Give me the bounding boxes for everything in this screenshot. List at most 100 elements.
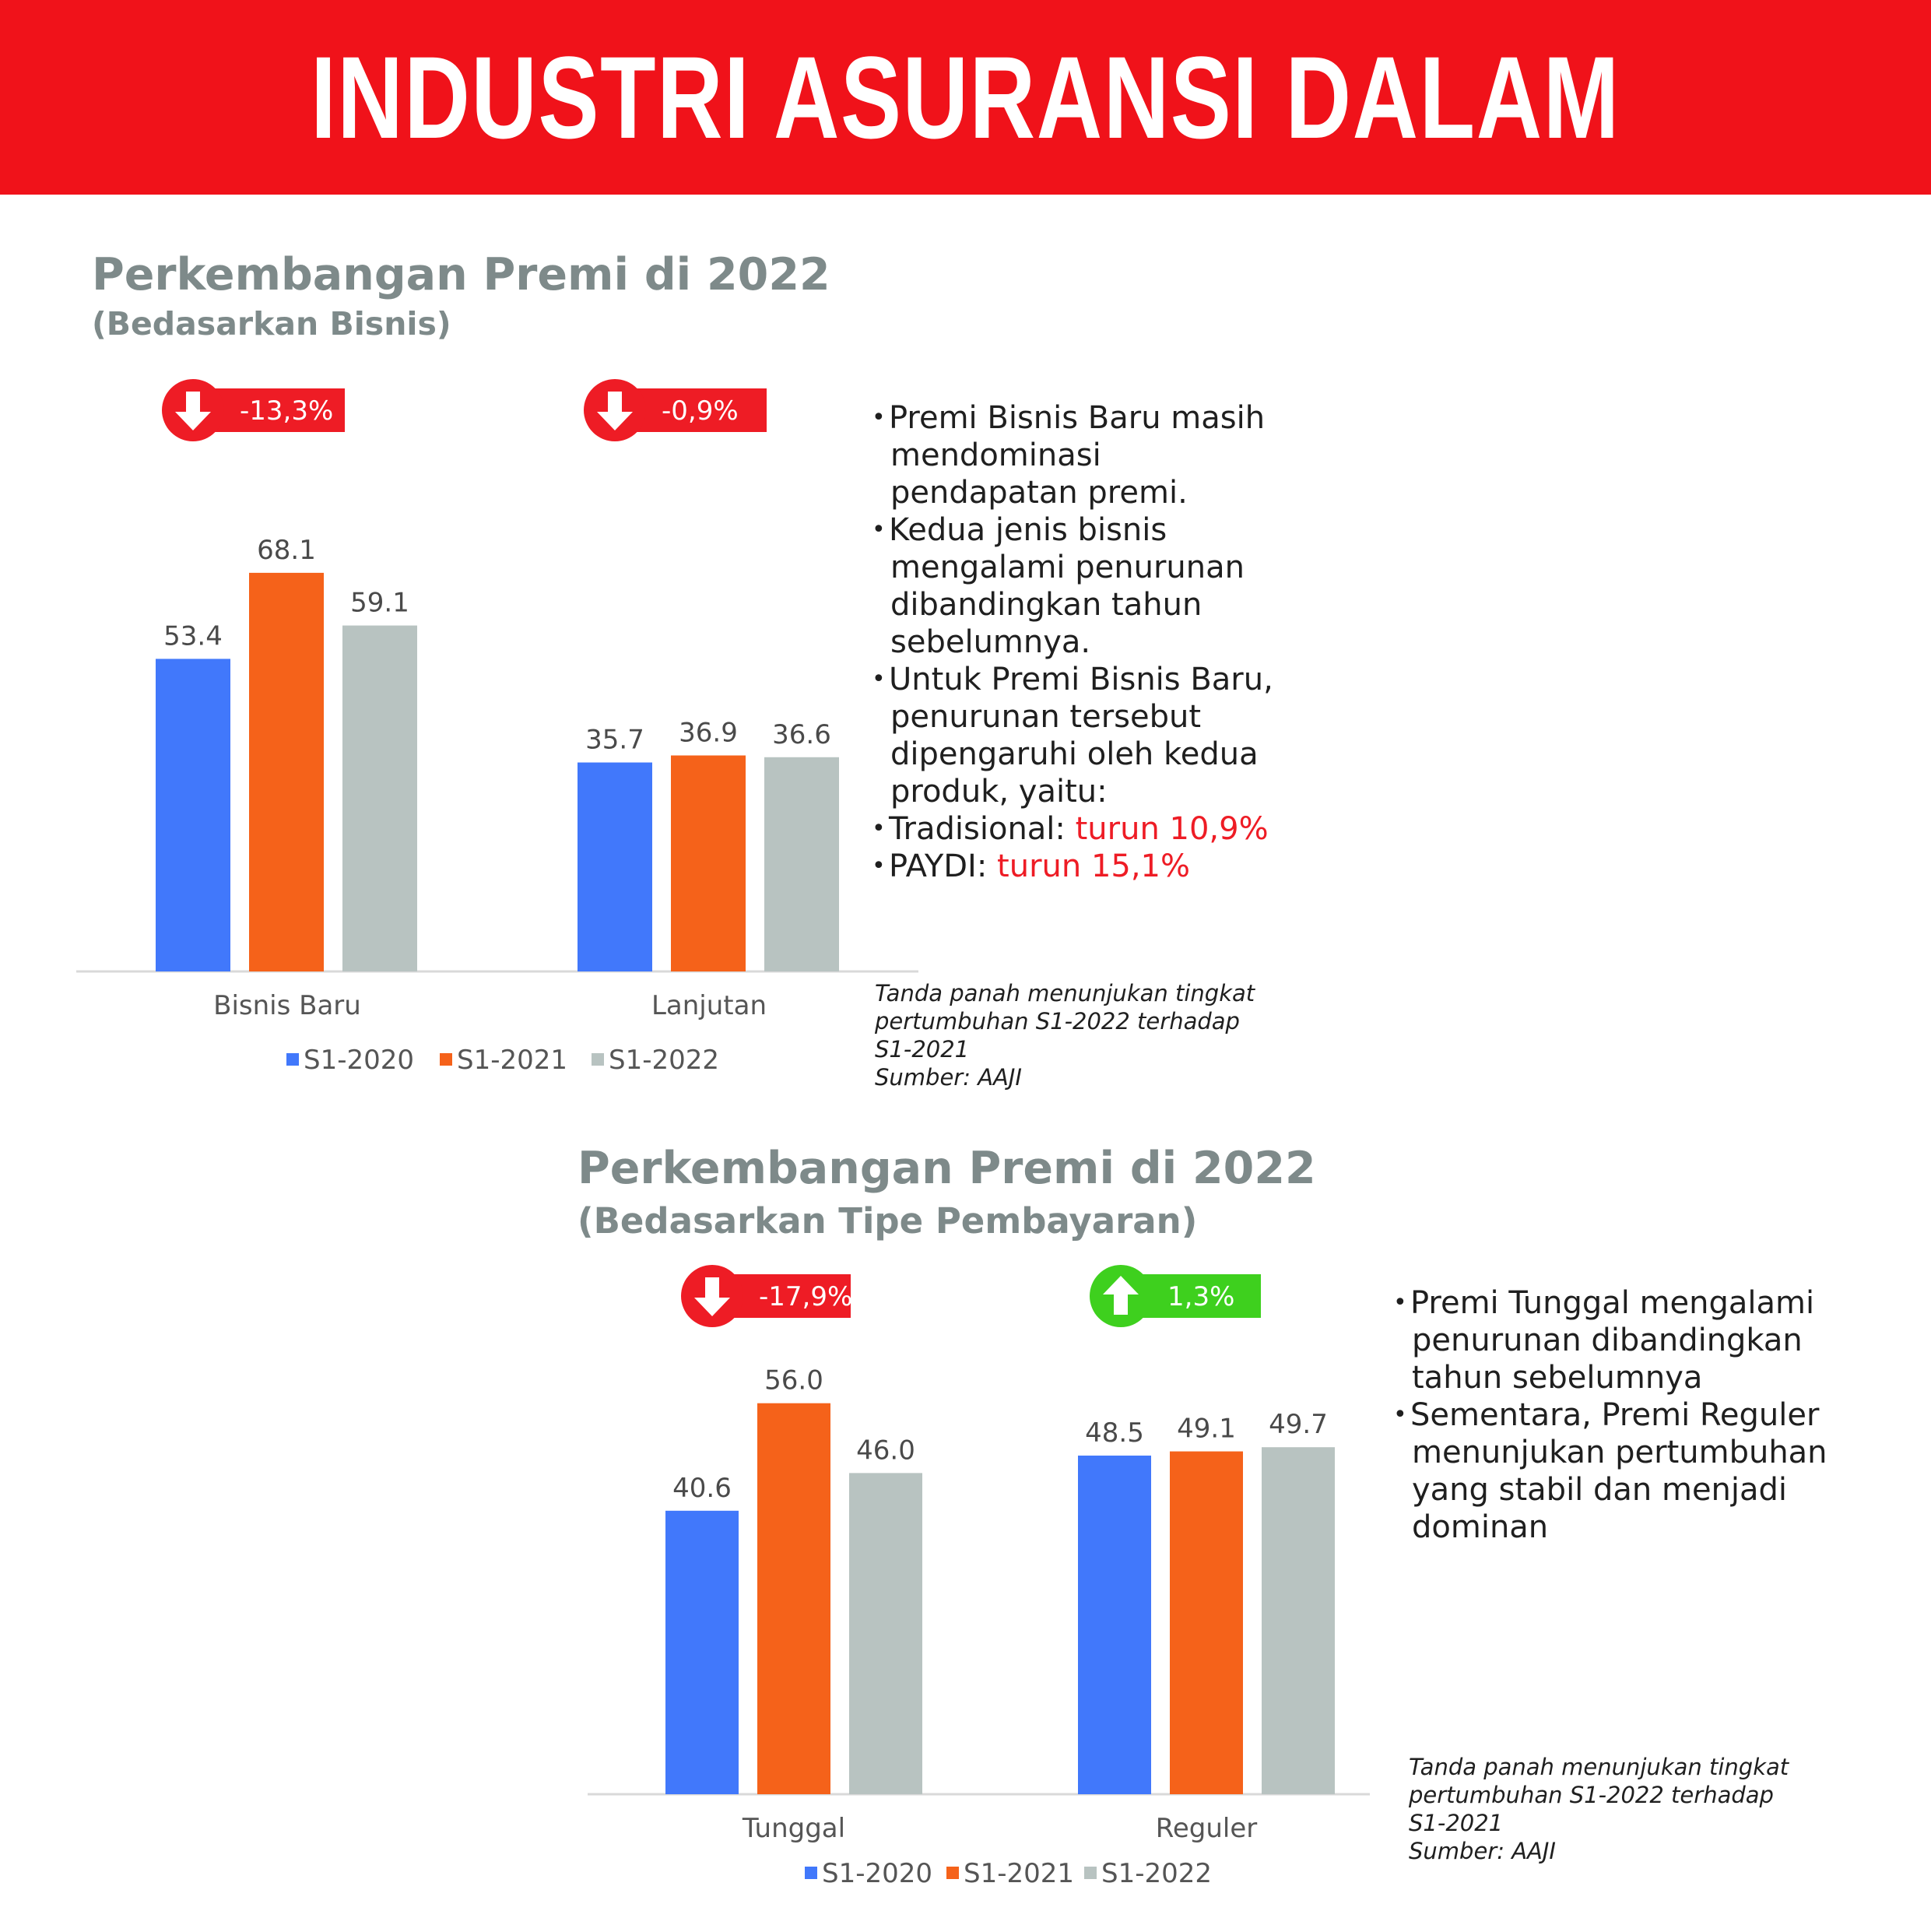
data-label: 48.5	[1085, 1417, 1144, 1449]
bullet-text: Kedua jenis bisnis	[889, 512, 1167, 548]
data-label: 56.0	[764, 1365, 823, 1396]
bullet-continuation: penurunan tersebut	[890, 699, 1202, 735]
data-label: 49.7	[1269, 1409, 1328, 1440]
bullet-continuation: dominan	[1412, 1509, 1549, 1545]
growth-badge: -13,3%	[162, 379, 345, 441]
bar-s1-2020-reguler	[1078, 1455, 1151, 1794]
data-label: 36.9	[679, 718, 738, 749]
bullet-continuation: sebelumnya.	[890, 624, 1091, 660]
bar-s1-2022-reguler	[1262, 1447, 1335, 1794]
bar-s1-2021-reguler	[1170, 1451, 1243, 1794]
bullet-text: Sementara, Premi Reguler	[1410, 1397, 1820, 1433]
arrow-up-icon	[1103, 1276, 1139, 1315]
bar-s1-2021-bisnis-baru	[249, 572, 324, 971]
note-line: Tanda panah menunjukan tingkat	[1409, 1754, 1789, 1780]
legend-swatch	[1084, 1867, 1097, 1879]
legend-swatch	[440, 1053, 452, 1066]
chart-bisnis: 53.4 68.1 59.1 Bisnis Baru -13,3% 35.7 36.9 36.…	[76, 379, 918, 1076]
header-banner	[0, 0, 1931, 195]
data-label: 59.1	[350, 588, 409, 619]
section1-bullets: Premi Bisnis Baru masihmendominasipendap…	[872, 399, 1308, 885]
bullet-continuation: produk, yaitu:	[890, 774, 1108, 810]
legend-swatch	[946, 1867, 959, 1879]
section1-subtitle: (Bedasarkan Bisnis)	[92, 305, 451, 342]
bullet-text: PAYDI:	[889, 848, 998, 884]
badge-label: -0,9%	[662, 395, 739, 427]
bullet-continuation: pendapatan premi.	[890, 475, 1188, 511]
category-label: Bisnis Baru	[213, 990, 361, 1021]
bullet-highlight: turun 10,9%	[1075, 811, 1269, 847]
data-label: 53.4	[163, 620, 223, 652]
bullet-item: Tradisional: turun 10,9%	[872, 810, 1308, 848]
legend-swatch	[286, 1053, 299, 1066]
legend-label: S1-2020	[304, 1045, 414, 1076]
growth-badge: -0,9%	[584, 379, 767, 441]
bullet-continuation: tahun sebelumnya	[1412, 1360, 1703, 1396]
bullet-text: Premi Tunggal mengalami	[1410, 1285, 1815, 1321]
bar-s1-2021-tunggal	[757, 1403, 830, 1794]
page-title: INDUSTRI ASURANSI DALAM ANGKA	[311, 32, 1620, 357]
growth-badge: -17,9%	[681, 1265, 852, 1327]
note-line: pertumbuhan S1-2022 terhadap	[875, 1008, 1240, 1034]
legend-label: S1-2021	[964, 1858, 1074, 1889]
bullet-continuation: menunjukan pertumbuhan	[1412, 1435, 1827, 1470]
data-label: 49.1	[1177, 1414, 1236, 1445]
bullet-continuation: mengalami penurunan	[890, 550, 1245, 585]
bullet-continuation: yang stabil dan menjadi	[1412, 1472, 1788, 1508]
category-label: Lanjutan	[651, 990, 767, 1021]
badge-label: 1,3%	[1167, 1281, 1234, 1312]
bullet-text: Untuk Premi Bisnis Baru,	[889, 662, 1273, 697]
bullet-item: Untuk Premi Bisnis Baru,penurunan terseb…	[872, 661, 1308, 810]
arrow-down-icon	[694, 1277, 730, 1316]
bullet-text: Tradisional:	[889, 811, 1076, 847]
arrow-down-icon	[597, 392, 633, 430]
note-line: S1-2021	[875, 1036, 970, 1063]
section1-title: Perkembangan Premi di 2022	[92, 249, 830, 300]
bullet-highlight: turun 15,1%	[997, 848, 1191, 884]
bar-s1-2020-lanjutan	[578, 762, 652, 971]
legend-swatch	[592, 1053, 604, 1066]
note-line: Sumber: AAJI	[875, 1064, 1022, 1091]
data-label: 46.0	[856, 1435, 915, 1466]
section2-subtitle: (Bedasarkan Tipe Pembayaran)	[578, 1200, 1198, 1242]
bar-s1-2020-tunggal	[665, 1510, 739, 1794]
note-line: pertumbuhan S1-2022 terhadap	[1409, 1782, 1774, 1808]
bar-s1-2022-bisnis-baru	[342, 625, 417, 971]
legend-label: S1-2020	[822, 1858, 932, 1889]
bullet-continuation: dipengaruhi oleh kedua	[890, 736, 1259, 772]
legend-label: S1-2021	[457, 1045, 567, 1076]
bullet-item: PAYDI: turun 15,1%	[872, 848, 1308, 885]
growth-badge: 1,3%	[1090, 1265, 1261, 1327]
arrow-down-icon	[175, 392, 211, 430]
badge-label: -13,3%	[240, 395, 333, 427]
badge-label: -17,9%	[759, 1281, 852, 1312]
note-line: Tanda panah menunjukan tingkat	[875, 980, 1255, 1006]
section2-note: Tanda panah menunjukan tingkat pertumbuha…	[1409, 1753, 1789, 1865]
bar-s1-2021-lanjutan	[671, 755, 746, 971]
bullet-continuation: dibandingkan tahun	[890, 587, 1202, 623]
data-label: 68.1	[257, 535, 316, 566]
category-label: Tunggal	[742, 1813, 845, 1844]
bar-s1-2020-bisnis-baru	[156, 659, 230, 971]
bar-s1-2022-lanjutan	[764, 757, 839, 971]
bullet-text: Premi Bisnis Baru masih	[889, 400, 1266, 436]
chart-tipe-pembayaran: 40.6 56.0 46.0 Tunggal -17,9% 48.5 49.1 49.7 Reg…	[588, 1265, 1370, 1889]
bullet-item: Premi Bisnis Baru masihmendominasipendap…	[872, 399, 1308, 511]
bullet-continuation: mendominasi	[890, 437, 1101, 473]
note-line: S1-2021	[1409, 1810, 1504, 1836]
data-label: 36.6	[772, 719, 831, 750]
section2-title: Perkembangan Premi di 2022	[578, 1143, 1316, 1194]
data-label: 40.6	[672, 1473, 732, 1504]
bar-s1-2022-tunggal	[849, 1473, 922, 1794]
category-label: Reguler	[1156, 1813, 1258, 1844]
legend-swatch	[805, 1867, 817, 1879]
section1-note: Tanda panah menunjukan tingkat pertumbuha…	[875, 979, 1255, 1091]
legend-label: S1-2022	[1101, 1858, 1212, 1889]
legend-label: S1-2022	[609, 1045, 719, 1076]
bullet-continuation: penurunan dibandingkan	[1412, 1323, 1803, 1358]
note-line: Sumber: AAJI	[1409, 1838, 1556, 1864]
